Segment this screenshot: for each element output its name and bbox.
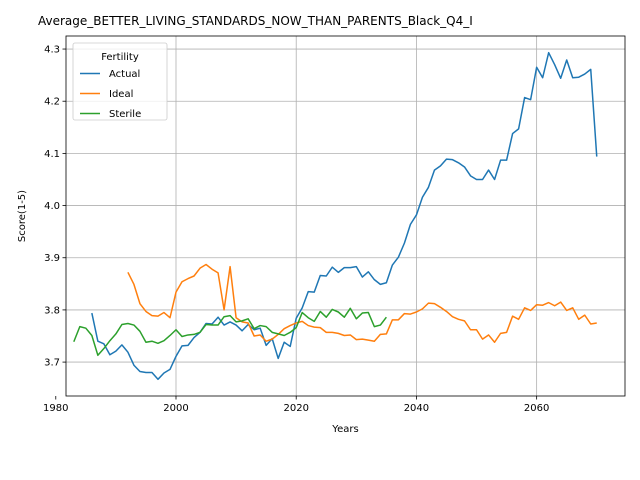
- axes-frame: [65, 35, 626, 397]
- y-tick-label: 3.8: [44, 305, 60, 316]
- y-tick-label: 4.3: [44, 45, 60, 56]
- legend-label-ideal: Ideal: [109, 89, 133, 100]
- series-line-sterile: [73, 307, 387, 357]
- series-line-actual: [91, 51, 598, 381]
- legend: Fertility Actual Ideal Sterile: [72, 42, 168, 121]
- legend-label-sterile: Sterile: [109, 109, 141, 120]
- x-axis-label: Years: [331, 424, 358, 435]
- y-tick-label: 4.2: [44, 97, 60, 108]
- series-lines: [73, 51, 598, 381]
- y-tick-label: 4.1: [44, 149, 60, 160]
- y-tick-label: 4.0: [44, 201, 60, 212]
- chart-title: Average_BETTER_LIVING_STANDARDS_NOW_THAN…: [38, 14, 473, 28]
- legend-label-actual: Actual: [109, 69, 140, 80]
- y-axis-label: Score(1-5): [17, 190, 28, 242]
- plot-frame: [65, 35, 626, 397]
- legend-title: Fertility: [101, 52, 139, 63]
- y-tick-label: 3.9: [44, 253, 60, 264]
- x-tick-label: 1980: [43, 403, 68, 414]
- x-tick-label: 2000: [163, 403, 188, 414]
- y-tick-label: 3.7: [44, 358, 60, 369]
- legend-box: [72, 42, 168, 121]
- x-tick-label: 2020: [283, 403, 308, 414]
- x-axis-ticks: 1980 2000 2020 2040 2060: [43, 396, 549, 414]
- x-tick-label: 2060: [524, 403, 549, 414]
- x-tick-label: 2040: [404, 403, 429, 414]
- series-line-ideal: [127, 263, 597, 344]
- y-axis-ticks: 3.7 3.8 3.9 4.0 4.1 4.2 4.3: [44, 45, 66, 369]
